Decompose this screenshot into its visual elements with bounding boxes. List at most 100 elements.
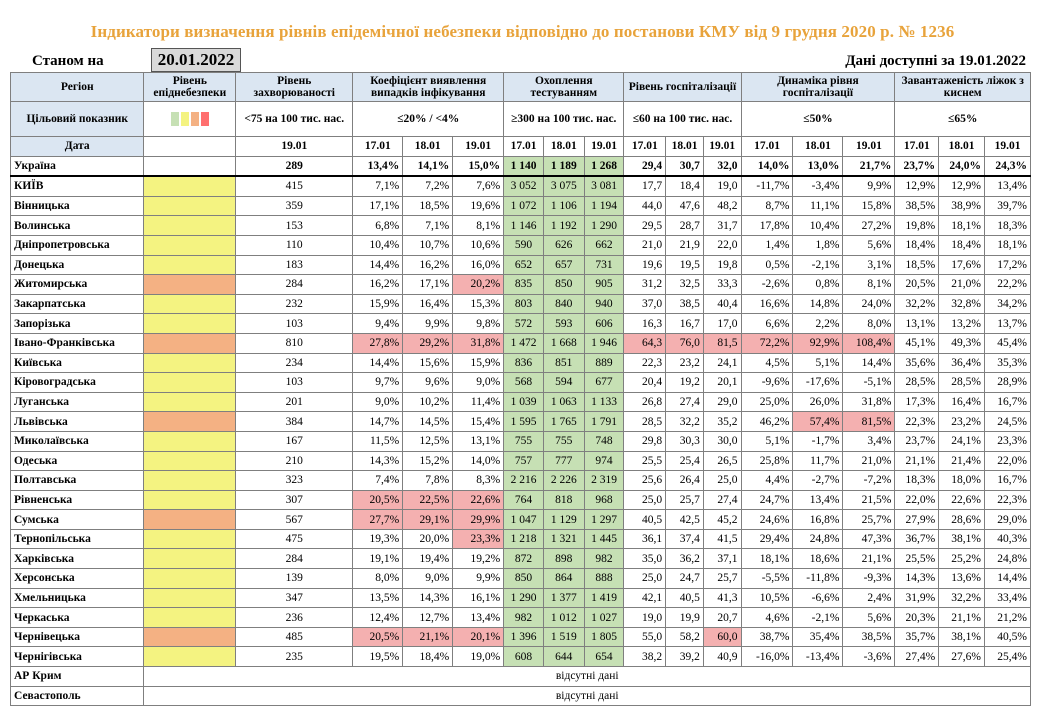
hosp-value: 25,7 <box>665 489 704 511</box>
oxygen-value: 12,9% <box>938 175 986 197</box>
testing-value: 654 <box>583 646 625 668</box>
testing-value: 1 946 <box>583 332 625 354</box>
hosp-value: 28,5 <box>623 411 667 432</box>
incidence-value: 201 <box>235 391 354 413</box>
detection-value: 10,2% <box>402 391 454 413</box>
epi-level-cell <box>143 293 237 315</box>
detection-value: 8,3% <box>452 470 505 491</box>
hosp-value: 41,3 <box>702 587 742 609</box>
region-name: Запорізька <box>9 313 145 334</box>
detection-value: 27,8% <box>352 332 404 354</box>
detection-value: 7,1% <box>402 215 454 236</box>
testing-value: 606 <box>583 313 625 334</box>
testing-value: 644 <box>542 646 585 668</box>
hosp-dyn-value: 25,7% <box>842 509 896 530</box>
detection-value: 9,6% <box>402 372 454 393</box>
hosp-dyn-value: 5,1% <box>792 352 844 374</box>
hosp-value: 30,3 <box>665 430 704 452</box>
testing-value: 1 419 <box>583 587 625 609</box>
testing-value: 1 140 <box>503 155 544 178</box>
detection-value: 8,0% <box>352 568 404 589</box>
epi-level-cell <box>143 332 237 354</box>
hosp-dyn-value: -2,1% <box>792 607 844 628</box>
table-row: Одеська 210 14,3% 15,2% 14,0% 757 777 974 25,5 25… <box>9 450 1031 472</box>
detection-value: 12,7% <box>402 607 454 628</box>
oxygen-value: 17,3% <box>894 391 940 413</box>
oxygen-value: 17,2% <box>984 254 1031 276</box>
testing-value: 608 <box>503 646 544 668</box>
date-det-2: 18.01 <box>402 136 454 157</box>
hosp-dyn-value: 16,6% <box>740 293 794 315</box>
oxygen-value: 22,0% <box>984 450 1031 472</box>
oxygen-value: 13,6% <box>938 568 986 589</box>
epi-level-cell <box>143 155 237 178</box>
hosp-value: 24,1 <box>702 352 742 374</box>
hosp-dyn-value: 24,6% <box>740 509 794 530</box>
hosp-value: 20,1 <box>702 372 742 393</box>
oxygen-value: 22,6% <box>938 489 986 511</box>
data-available-note: Дані доступні за 19.01.2022 <box>845 53 1026 69</box>
hosp-dyn-value: -11,7% <box>740 175 794 197</box>
epi-level-cell <box>143 548 237 570</box>
missing-data-note: відсутні дані <box>143 666 1031 687</box>
oxygen-value: 28,5% <box>894 372 940 393</box>
hosp-dyn-value: 9,9% <box>842 175 896 197</box>
testing-value: 982 <box>503 607 544 628</box>
hosp-value: 38,2 <box>623 646 667 668</box>
oxygen-value: 21,0% <box>938 274 986 295</box>
detection-value: 10,4% <box>352 234 404 256</box>
epi-level-cell <box>143 646 237 668</box>
hosp-value: 29,4 <box>623 155 667 178</box>
hosp-dyn-value: -6,6% <box>792 587 844 609</box>
hosp-value: 41,5 <box>702 528 742 550</box>
testing-value: 2 226 <box>542 470 585 491</box>
detection-value: 19,4% <box>402 548 454 570</box>
oxygen-value: 18,5% <box>894 254 940 276</box>
testing-value: 1 765 <box>542 411 585 432</box>
detection-value: 14,4% <box>352 254 404 276</box>
epi-level-cell <box>143 352 237 374</box>
detection-value: 16,2% <box>352 274 404 295</box>
hosp-dyn-value: 57,4% <box>792 411 844 432</box>
hosp-dyn-value: 29,4% <box>740 528 794 550</box>
detection-value: 16,2% <box>402 254 454 276</box>
testing-value: 889 <box>583 352 625 374</box>
testing-value: 974 <box>583 450 625 472</box>
hosp-value: 55,0 <box>623 626 667 648</box>
date-dyn-2: 18.01 <box>792 136 844 157</box>
epi-level-cell <box>143 450 237 472</box>
detection-value: 18,4% <box>402 646 454 668</box>
oxygen-value: 21,2% <box>984 607 1031 628</box>
oxygen-value: 13,4% <box>984 175 1031 197</box>
hosp-value: 32,2 <box>665 411 704 432</box>
detection-value: 9,8% <box>452 313 505 334</box>
epi-level-cell <box>143 470 237 491</box>
testing-value: 1 321 <box>542 528 585 550</box>
testing-value: 1 595 <box>503 411 544 432</box>
target-hosp: ≤60 на 100 тис. нас. <box>623 101 742 137</box>
col-testing: Охоплення тестуванням <box>503 72 625 102</box>
hosp-value: 27,4 <box>702 489 742 511</box>
testing-value: 864 <box>542 568 585 589</box>
table-row: Чернігівська 235 19,5% 18,4% 19,0% 608 644 654 3… <box>9 646 1031 668</box>
hosp-dyn-value: 21,1% <box>842 548 896 570</box>
testing-value: 850 <box>542 274 585 295</box>
hosp-dyn-value: 13,4% <box>792 489 844 511</box>
region-name: Україна <box>9 155 145 178</box>
table-row: Луганська 201 9,0% 10,2% 11,4% 1 039 1 063 1 13… <box>9 391 1031 413</box>
oxygen-value: 35,7% <box>894 626 940 648</box>
detection-value: 14,5% <box>402 411 454 432</box>
region-name: Чернігівська <box>9 646 145 668</box>
table-row: Сумська 567 27,7% 29,1% 29,9% 1 047 1 129 1 297… <box>9 509 1031 530</box>
hosp-value: 32,5 <box>665 274 704 295</box>
hosp-dyn-value: 18,6% <box>792 548 844 570</box>
hosp-dyn-value: -5,5% <box>740 568 794 589</box>
hosp-value: 29,5 <box>623 215 667 236</box>
testing-value: 940 <box>583 293 625 315</box>
testing-value: 836 <box>503 352 544 374</box>
testing-value: 840 <box>542 293 585 315</box>
hosp-value: 40,4 <box>702 293 742 315</box>
testing-value: 1 063 <box>542 391 585 413</box>
indicators-table: Регіон Рівень епіднебезпеки Рівень захво… <box>9 72 1031 707</box>
hosp-value: 18,4 <box>665 175 704 197</box>
